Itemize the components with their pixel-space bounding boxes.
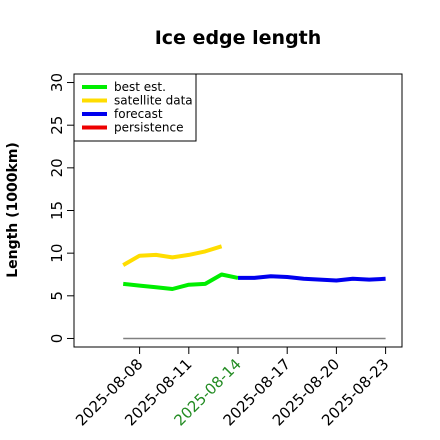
y-tick-label: 20 (48, 158, 66, 177)
series-line-best-est (122, 272, 239, 291)
y-tick-label: 0 (48, 334, 66, 344)
legend-label: satellite data (114, 94, 193, 108)
series-line-forecast (238, 274, 386, 283)
series-line-satellite-data (122, 244, 223, 267)
legend-label: best est. (114, 80, 166, 94)
y-tick-label: 5 (48, 291, 66, 301)
y-tick-label: 25 (48, 116, 66, 135)
legend-label: persistence (114, 121, 183, 135)
x-axis: 2025-08-082025-08-112025-08-142025-08-17… (72, 347, 392, 429)
y-tick-label: 10 (48, 244, 66, 263)
series-layer (122, 244, 386, 340)
legend-label: forecast (114, 107, 163, 121)
y-axis-label: Length (1000km) (5, 142, 21, 278)
y-axis: 0 5 10 15 20 25 30 (48, 73, 74, 343)
legend: best est.satellite dataforecastpersisten… (73, 73, 197, 142)
y-tick-label: 15 (48, 201, 66, 220)
y-tick-label: 30 (48, 73, 66, 92)
chart-title: Ice edge length (155, 27, 322, 49)
